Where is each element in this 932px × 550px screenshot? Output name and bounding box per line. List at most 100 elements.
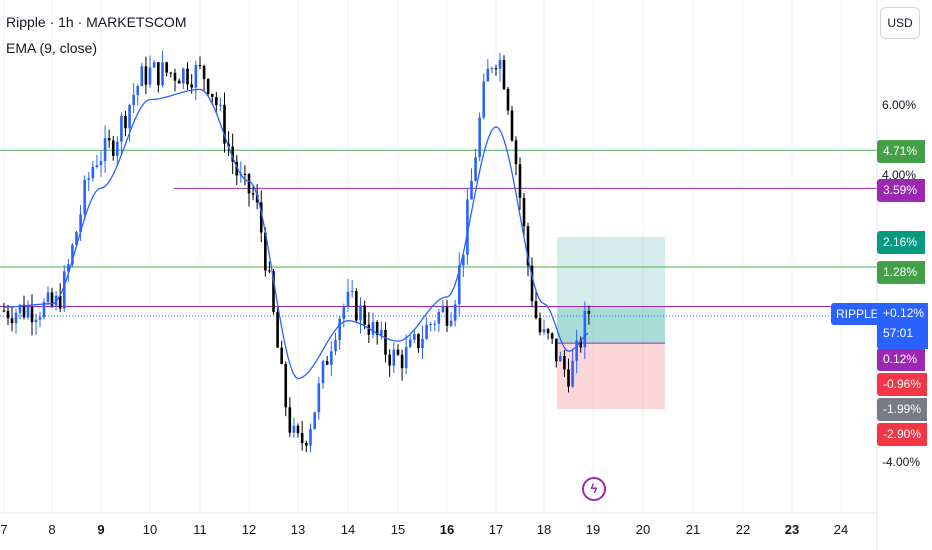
ema-line [4, 88, 589, 380]
candle-body [534, 301, 538, 319]
candle-body [417, 333, 420, 349]
current-change: +0.12% [883, 306, 925, 320]
candle-body [538, 318, 542, 333]
candle-body [567, 369, 570, 387]
candle-body [79, 214, 82, 233]
time-label: 9 [97, 522, 105, 537]
candle-body [482, 81, 486, 118]
current-price-box: +0.12% 57:01 [877, 303, 928, 349]
candle-body [62, 271, 66, 309]
candle-body [559, 356, 562, 362]
candle-body [198, 65, 202, 67]
candle-body [186, 68, 189, 85]
candle-body [587, 310, 591, 314]
target-zone-filled [557, 306, 665, 344]
candle-body [124, 116, 127, 129]
candle-body [128, 104, 131, 129]
time-label: 14 [340, 522, 356, 537]
candle-body [223, 104, 226, 144]
candle-body [371, 322, 375, 335]
entry-tag: -0.96% [877, 373, 928, 396]
candle-body [408, 339, 412, 347]
price-label-6: 6.00% [882, 98, 917, 112]
candle-body [338, 318, 341, 340]
candle-body [474, 157, 477, 181]
candle-body [498, 59, 502, 69]
candle-body [457, 265, 461, 305]
candle-body [38, 317, 42, 320]
candle-body [30, 306, 34, 323]
level-tag-purple-bottom: 0.12% [877, 348, 925, 371]
candle-body [202, 65, 206, 80]
candle-body [157, 62, 160, 86]
candle-body [404, 346, 408, 369]
candle-body [288, 407, 292, 433]
candle-body [363, 305, 366, 325]
candle-body [546, 329, 550, 334]
level-tag-green-bottom: 1.28% [877, 261, 925, 284]
candle-body [206, 79, 210, 94]
candle-body [518, 164, 522, 198]
candle-body [210, 93, 214, 98]
lightning-icon[interactable]: ϟ [582, 477, 606, 501]
candle-body [58, 295, 62, 309]
countdown: 57:01 [883, 326, 914, 340]
candle-body [425, 324, 428, 340]
time-label: 8 [48, 522, 56, 537]
candle-body [384, 329, 387, 355]
chart-grid [3, 0, 842, 513]
candle-body [255, 194, 259, 203]
candle-body [470, 180, 473, 200]
time-label: 22 [735, 522, 751, 537]
candle-body [140, 66, 144, 87]
candle-body [355, 291, 358, 321]
candle-body [400, 354, 404, 369]
candle-body [490, 68, 494, 70]
candle-body [50, 292, 54, 306]
candle-body [449, 320, 453, 326]
time-label: 19 [585, 522, 601, 537]
candle-body [22, 304, 26, 318]
candle-body [317, 383, 321, 413]
candle-body [148, 67, 152, 85]
candle-body [305, 442, 308, 446]
candle-body [219, 104, 222, 106]
candle-body [83, 179, 86, 215]
candle-body [144, 66, 148, 85]
candle-body [313, 412, 316, 430]
candle-body [462, 254, 465, 266]
candle-body [177, 80, 181, 84]
candle-body [190, 84, 193, 88]
candle-body [441, 306, 445, 312]
candle-body [554, 338, 558, 362]
candle-body [14, 312, 18, 324]
candle-body [292, 425, 296, 433]
candle-body [67, 264, 70, 272]
candle-body [478, 117, 481, 158]
candle-body [169, 72, 173, 74]
currency-button[interactable]: USD [880, 7, 920, 39]
candle-body [563, 356, 566, 370]
target-zone [557, 237, 665, 344]
candle-body [429, 324, 432, 326]
candle-body [235, 161, 239, 176]
candle-body [325, 361, 329, 365]
candle-body [466, 199, 469, 255]
candle-body [75, 232, 78, 245]
candle-body [494, 68, 498, 70]
candle-body [120, 116, 123, 142]
time-label: 23 [784, 522, 800, 537]
candle-body [413, 333, 416, 340]
candle-body [251, 193, 255, 195]
time-label: 16 [439, 522, 455, 537]
candle-body [280, 347, 283, 364]
candle-body [445, 306, 449, 326]
candle-body [116, 141, 119, 156]
time-label: 13 [290, 522, 306, 537]
candle-body [42, 302, 46, 318]
candle-body [437, 311, 441, 324]
symbol-tag: RIPPLE [831, 303, 884, 325]
ema-legend[interactable]: EMA (9, close) [6, 40, 98, 56]
time-label: 18 [536, 522, 552, 537]
